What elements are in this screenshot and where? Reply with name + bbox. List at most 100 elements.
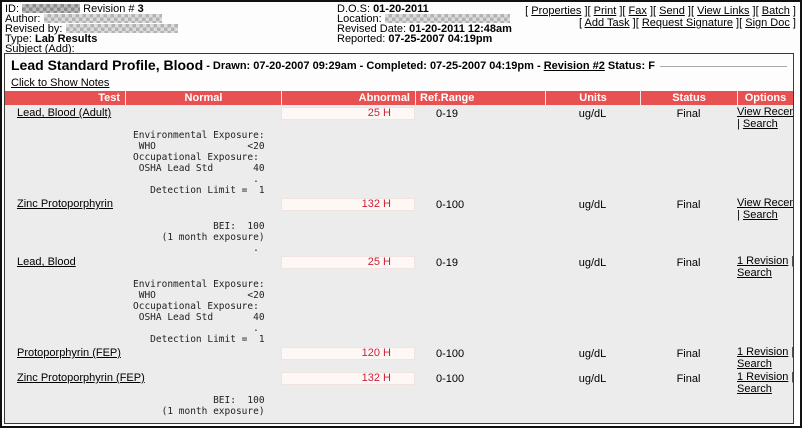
record-header: ID: Revision # 3 Author: Revised by: Typ… (2, 2, 800, 55)
bracket: ] (789, 17, 796, 29)
status: Final (676, 108, 701, 120)
bracket: ] (732, 17, 740, 29)
table-row: Zinc Protoporphyrin (FEP) 132 H 0-100 ug… (5, 370, 793, 395)
author-line: Author: (5, 13, 337, 25)
revision-link[interactable]: Revision #2 (543, 60, 605, 72)
reported-value: 07-25-2007 04:19pm (388, 33, 493, 45)
table-row: Lead, Blood 25 H 0-19 ug/dL Final 1 Revi… (5, 254, 793, 279)
view-recent-link[interactable]: View Recent (737, 197, 794, 209)
actions-row-2: [ Add Task ][ Request Signature ][ Sign … (525, 17, 796, 29)
search-link[interactable]: Search (737, 383, 772, 395)
options-separator: | (788, 346, 794, 358)
send-link[interactable]: Send (659, 5, 685, 17)
author-value-redacted (43, 14, 162, 23)
col-header-normal: Normal (125, 91, 281, 105)
revised-by-line: Revised by: (5, 24, 337, 35)
print-link[interactable]: Print (593, 5, 617, 17)
col-header-status: Status (640, 91, 737, 105)
subject-close: ): (68, 43, 75, 55)
units: ug/dL (578, 257, 607, 269)
dos-value: 01-20-2011 (373, 3, 429, 15)
abnormal-value: 25 H (281, 107, 415, 120)
bracket: ] (646, 5, 654, 17)
results-table: Test Normal Abnormal Ref.Range Units Sta… (5, 91, 794, 424)
id-value-redacted (22, 4, 81, 13)
batch-link[interactable]: Batch (761, 5, 790, 17)
test-link[interactable]: Lead, Blood (17, 256, 76, 268)
revised-by-value-redacted (65, 24, 178, 33)
bracket: [ (587, 5, 594, 17)
request-signature-link[interactable]: Request Signature (641, 17, 733, 29)
type-line: Type: Lab Results (5, 34, 337, 45)
view-links-link[interactable]: View Links (697, 5, 750, 17)
search-link[interactable]: Search (737, 358, 772, 370)
abnormal-value: 132 H (281, 198, 415, 211)
reported-line: Reported: 07-25-2007 04:19pm (337, 33, 525, 45)
revision-count-link[interactable]: 1 Revision (737, 371, 789, 383)
table-row: Protoporphyrin (FEP) 120 H 0-100 ug/dL F… (5, 345, 793, 370)
result-notes: Environmental Exposure: WHO <20 Occupati… (133, 130, 265, 196)
test-link[interactable]: Zinc Protoporphyrin (17, 198, 113, 210)
dos-line: D.O.S: 01-20-2011 (337, 3, 525, 15)
results-table-header: Test Normal Abnormal Ref.Range Units Sta… (5, 91, 793, 105)
author-label: Author: (5, 13, 41, 25)
bracket: ] (684, 5, 691, 17)
search-link[interactable]: Search (737, 267, 772, 279)
options-cell: View Recent | Search (737, 105, 794, 130)
document-panel: Lead Standard Profile, Blood - Drawn: 07… (4, 53, 794, 424)
search-link[interactable]: Search (742, 209, 778, 221)
options-cell: 1 Revision | Search (737, 370, 793, 395)
ref-range: 0-100 (436, 199, 465, 211)
col-header-test: Test (98, 92, 120, 104)
revision-label: Revision # (80, 3, 138, 15)
view-recent-link[interactable]: View Recent (737, 106, 794, 118)
dos-label: D.O.S: (337, 3, 374, 15)
fax-link[interactable]: Fax (628, 5, 647, 17)
status: Final (676, 199, 701, 211)
bracket: ] (629, 17, 636, 29)
abnormal-value: 120 H (281, 347, 415, 360)
bracket: [ (755, 5, 762, 17)
test-link[interactable]: Zinc Protoporphyrin (FEP) (17, 372, 145, 384)
properties-link[interactable]: Properties (531, 5, 582, 17)
results-table-body: Lead, Blood (Adult) 25 H 0-19 ug/dL Fina… (5, 105, 794, 424)
bracket: ] (789, 5, 796, 17)
search-link[interactable]: Search (742, 118, 778, 130)
bracket: [ (690, 5, 698, 17)
bracket: [ (739, 17, 746, 29)
subject-line: Subject (Add): (5, 43, 337, 55)
options-cell: 1 Revision | Search (737, 254, 793, 279)
subject-add-link[interactable]: Add (48, 43, 68, 55)
subject-label: Subject ( (5, 43, 49, 55)
options-cell: View Recent | Search (737, 196, 794, 221)
units: ug/dL (578, 108, 607, 120)
options-separator: | (737, 209, 743, 221)
test-link[interactable]: Lead, Blood (Adult) (17, 107, 112, 119)
options-separator: | (737, 118, 743, 130)
ref-range: 0-19 (436, 108, 459, 120)
status: Final (676, 348, 701, 360)
ref-range: 0-100 (436, 373, 465, 385)
ref-range: 0-100 (436, 348, 465, 360)
abnormal-value: 25 H (281, 256, 415, 269)
result-notes: BEI: 100 (1 month exposure) . (161, 395, 265, 424)
location-line: Location: (337, 13, 525, 25)
bracket: [ (525, 5, 532, 17)
bracket: [ (579, 17, 585, 29)
add-task-link[interactable]: Add Task (584, 17, 630, 29)
bracket: [ (653, 5, 660, 17)
revision-count-link[interactable]: 1 Revision (737, 255, 789, 267)
location-label: Location: (337, 13, 382, 25)
document-title-dates: - Drawn: 07-20-2007 09:29am - Completed:… (203, 60, 544, 72)
show-notes-link[interactable]: Click to Show Notes (11, 77, 110, 89)
record-header-left: ID: Revision # 3 Author: Revised by: Typ… (5, 3, 337, 55)
record-header-middle: D.O.S: 01-20-2011 Location: Revised Date… (337, 4, 525, 51)
col-header-refrange: Ref.Range (415, 91, 545, 105)
bracket: ] (749, 5, 756, 17)
test-link[interactable]: Protoporphyrin (FEP) (17, 347, 121, 359)
bracket: ] (616, 5, 623, 17)
sign-doc-link[interactable]: Sign Doc (745, 17, 790, 29)
revision-count-link[interactable]: 1 Revision (737, 346, 789, 358)
units: ug/dL (578, 348, 607, 360)
